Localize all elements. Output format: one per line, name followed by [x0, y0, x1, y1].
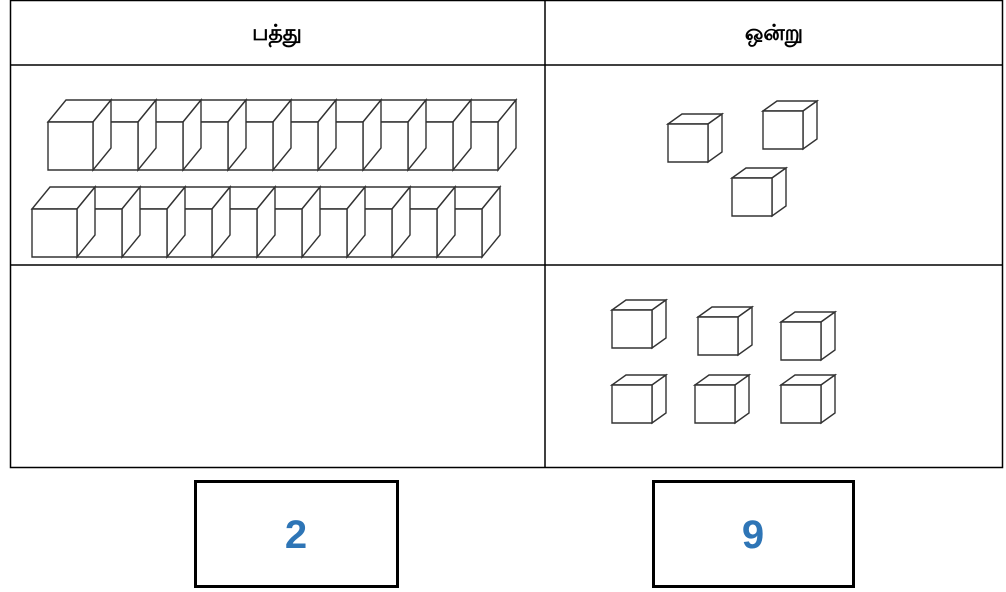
header-tens: பத்து	[252, 21, 302, 48]
answer-tens: 2	[285, 513, 307, 557]
cube-front	[697, 316, 739, 356]
place-value-table	[9, 0, 1004, 469]
table-border	[9, 0, 1004, 469]
answer-ones: 9	[742, 513, 764, 557]
cube-front	[762, 110, 804, 150]
cube-front	[31, 208, 78, 258]
cube-front	[780, 321, 822, 361]
cube-front	[667, 123, 709, 163]
header-ones: ஒன்று	[745, 21, 803, 48]
cube-drawings	[30, 98, 838, 425]
cube-front	[780, 384, 822, 424]
cube-front	[694, 384, 736, 424]
cube-front	[611, 309, 653, 349]
cube-front	[611, 384, 653, 424]
answer-box	[194, 480, 399, 588]
cube-front	[731, 177, 773, 217]
cube-front	[47, 121, 94, 171]
answer-box	[652, 480, 855, 588]
